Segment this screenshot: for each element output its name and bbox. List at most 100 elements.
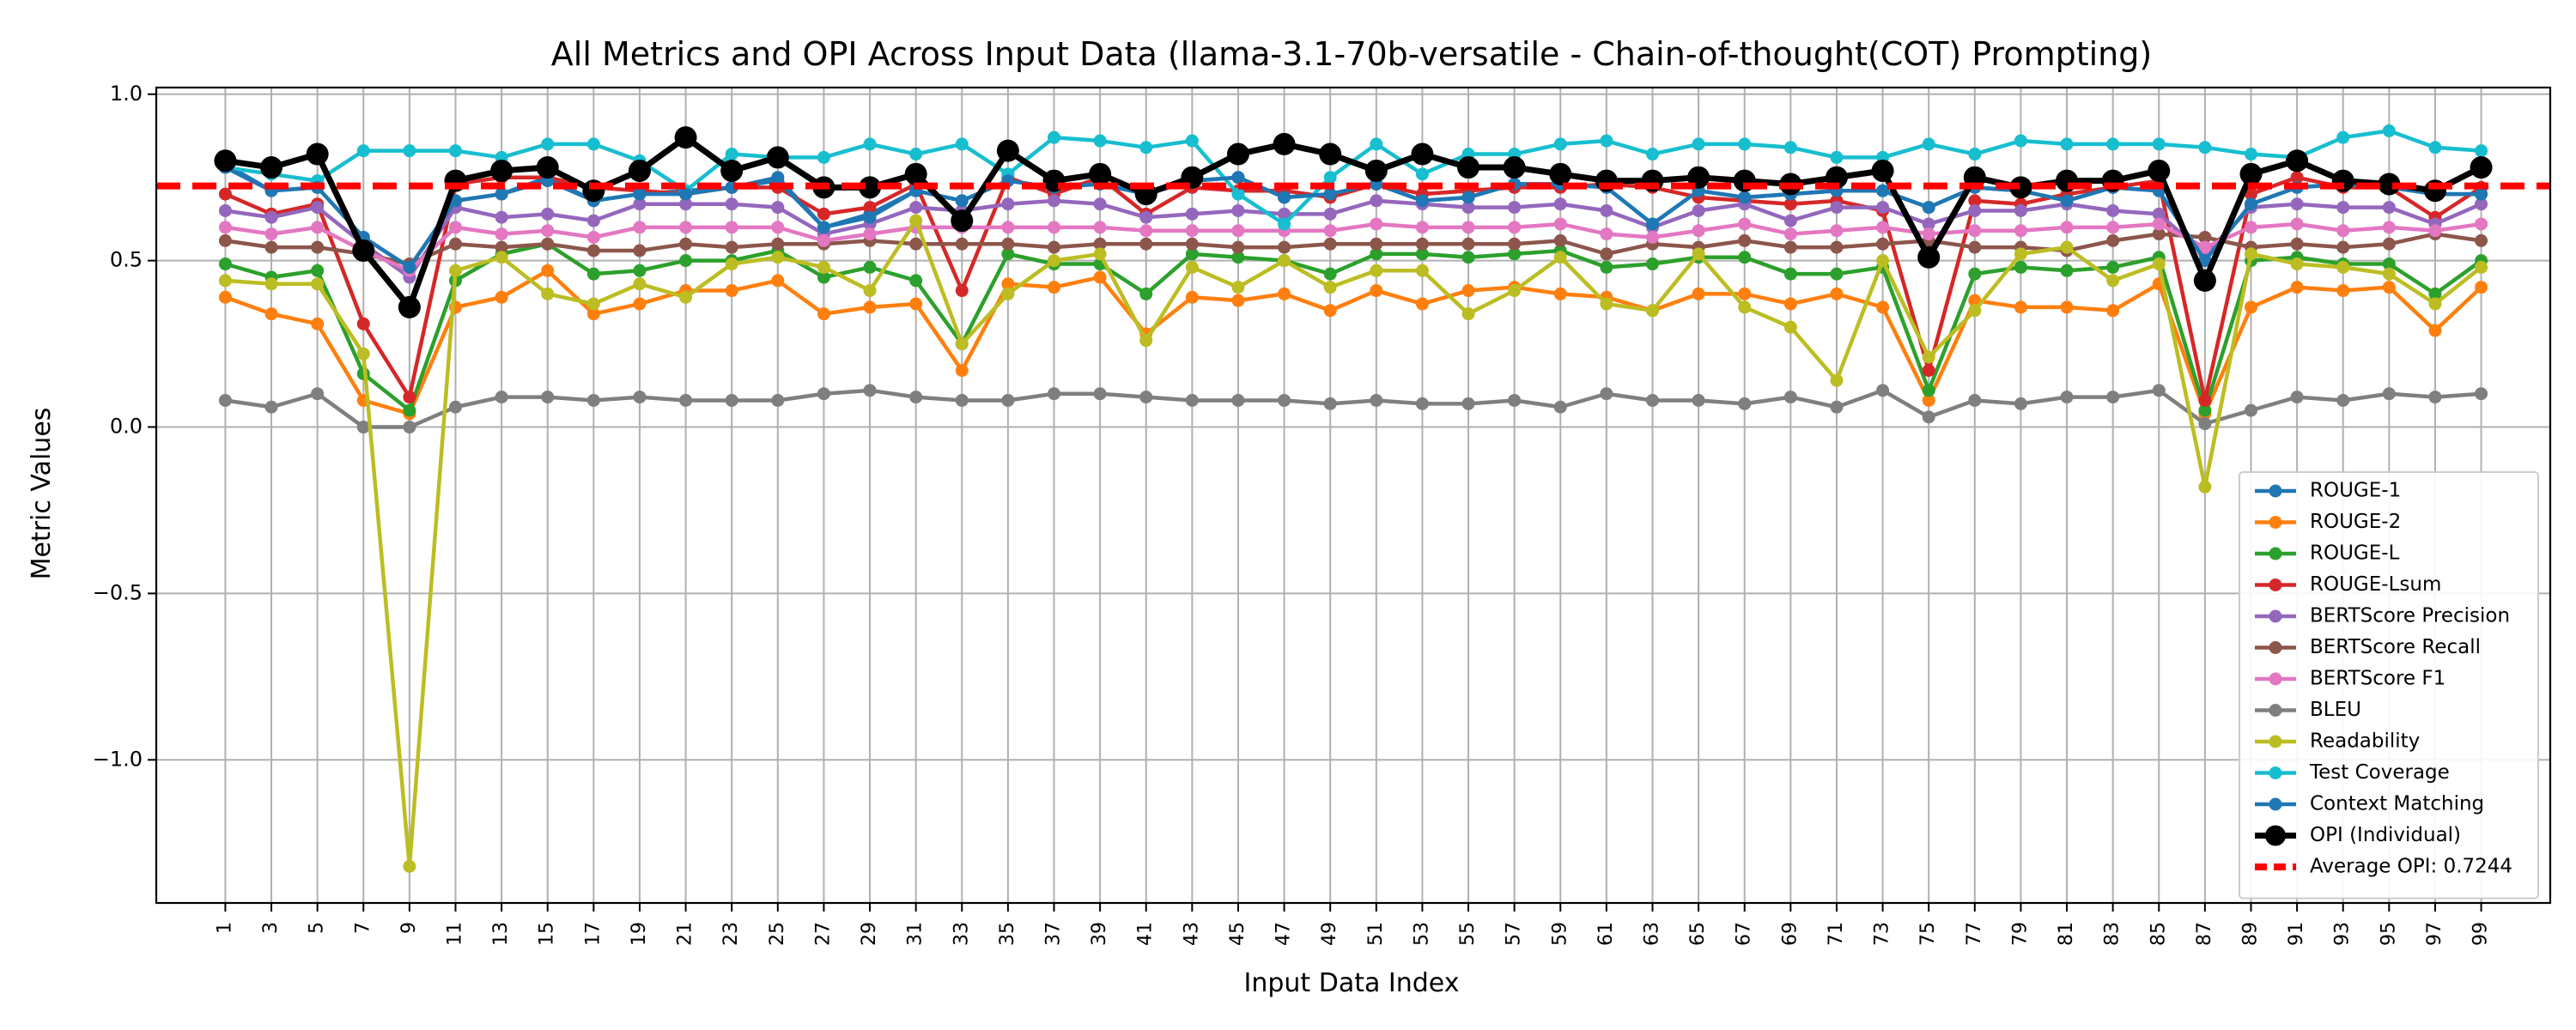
- data-point: [1001, 393, 1015, 407]
- data-point: [2245, 187, 2257, 201]
- data-point: [771, 237, 785, 251]
- data-point: [1461, 251, 1475, 264]
- data-point: [909, 237, 923, 251]
- x-tick-label: 59: [1549, 922, 1571, 946]
- data-point: [863, 210, 877, 224]
- series-bleu: [218, 384, 2488, 434]
- x-tick-label: 39: [1089, 922, 1110, 946]
- data-point: [1783, 391, 1797, 404]
- data-point: [311, 201, 325, 215]
- data-point: [1457, 156, 1480, 179]
- data-point: [2198, 480, 2212, 494]
- data-point: [1600, 134, 1613, 148]
- x-tick-label: 19: [629, 922, 650, 946]
- x-tick-label: 25: [767, 922, 788, 946]
- data-point: [1461, 307, 1475, 321]
- plot-frame: [155, 86, 2552, 905]
- data-point: [2475, 387, 2488, 401]
- data-point: [1185, 224, 1199, 238]
- data-point: [1226, 142, 1249, 166]
- data-point: [679, 290, 693, 304]
- data-point: [909, 297, 923, 311]
- x-tick-label: 75: [1917, 922, 1939, 946]
- data-point: [2428, 287, 2442, 300]
- data-point: [1370, 247, 1383, 261]
- data-point: [2060, 264, 2074, 277]
- data-point: [1093, 237, 1107, 251]
- data-point: [2152, 227, 2166, 241]
- data-point: [1231, 240, 1245, 254]
- data-point: [1139, 237, 1153, 251]
- data-point: [1922, 217, 1935, 231]
- data-point: [218, 233, 232, 247]
- data-point: [633, 264, 647, 277]
- data-point: [1089, 162, 1112, 185]
- data-point: [1692, 247, 1705, 261]
- data-point: [403, 403, 416, 417]
- data-point: [1738, 233, 1752, 247]
- data-point: [2475, 281, 2488, 294]
- x-tick-label: 3: [260, 922, 282, 934]
- data-point: [2290, 197, 2304, 211]
- data-point: [1646, 258, 1659, 271]
- legend-label: ROUGE-2: [2310, 511, 2401, 533]
- legend-swatch-marker: [2269, 516, 2282, 529]
- data-point: [1553, 137, 1567, 151]
- data-point: [403, 391, 416, 404]
- data-point: [679, 197, 693, 211]
- series-line: [225, 218, 2482, 869]
- data-point: [1323, 281, 1337, 294]
- x-tick-label: 13: [490, 922, 512, 946]
- x-tick-label: 27: [812, 922, 834, 946]
- data-point: [2336, 240, 2350, 254]
- data-point: [2475, 187, 2488, 201]
- x-tick-label: 97: [2424, 922, 2445, 946]
- data-point: [1411, 142, 1434, 166]
- legend-item: BERTScore F1: [2255, 668, 2445, 690]
- data-point: [1323, 267, 1337, 281]
- y-tick-label: 1.0: [110, 82, 143, 106]
- data-point: [1185, 247, 1199, 261]
- data-point: [1461, 397, 1475, 410]
- x-tick-label: 7: [352, 922, 374, 934]
- y-tick-label: 0.5: [110, 248, 143, 272]
- data-point: [1503, 156, 1526, 179]
- data-point: [1738, 300, 1752, 314]
- data-point: [2198, 403, 2212, 417]
- data-point: [1461, 221, 1475, 234]
- data-point: [1323, 237, 1337, 251]
- data-point: [1830, 400, 1844, 414]
- y-tick-label: 0.0: [110, 415, 143, 439]
- data-point: [352, 239, 375, 262]
- data-point: [1922, 201, 1935, 215]
- x-tick-label: 65: [1687, 922, 1709, 946]
- data-point: [2198, 141, 2212, 154]
- data-point: [449, 144, 462, 158]
- legend-label: BERTScore Recall: [2310, 636, 2481, 658]
- data-point: [1370, 264, 1383, 277]
- data-point: [909, 148, 923, 161]
- data-point: [1876, 237, 1890, 251]
- data-point: [311, 277, 325, 291]
- data-point: [817, 260, 830, 274]
- data-point: [1968, 393, 1982, 407]
- data-point: [2198, 393, 2212, 407]
- data-point: [2336, 201, 2350, 215]
- data-point: [2060, 137, 2074, 151]
- data-point: [1830, 201, 1844, 215]
- data-point: [909, 274, 923, 288]
- data-point: [2198, 417, 2212, 431]
- data-point: [679, 187, 693, 201]
- data-point: [1370, 237, 1383, 251]
- data-point: [2336, 284, 2350, 298]
- data-point: [1319, 142, 1342, 166]
- data-point: [679, 237, 693, 251]
- data-point: [356, 144, 370, 158]
- x-tick-label: 11: [445, 922, 466, 946]
- data-point: [541, 224, 555, 238]
- data-point: [2428, 324, 2442, 337]
- data-point: [2152, 137, 2166, 151]
- data-point: [2014, 397, 2027, 410]
- legend-swatch-marker: [2269, 609, 2282, 623]
- x-tick-label: 1: [214, 922, 235, 934]
